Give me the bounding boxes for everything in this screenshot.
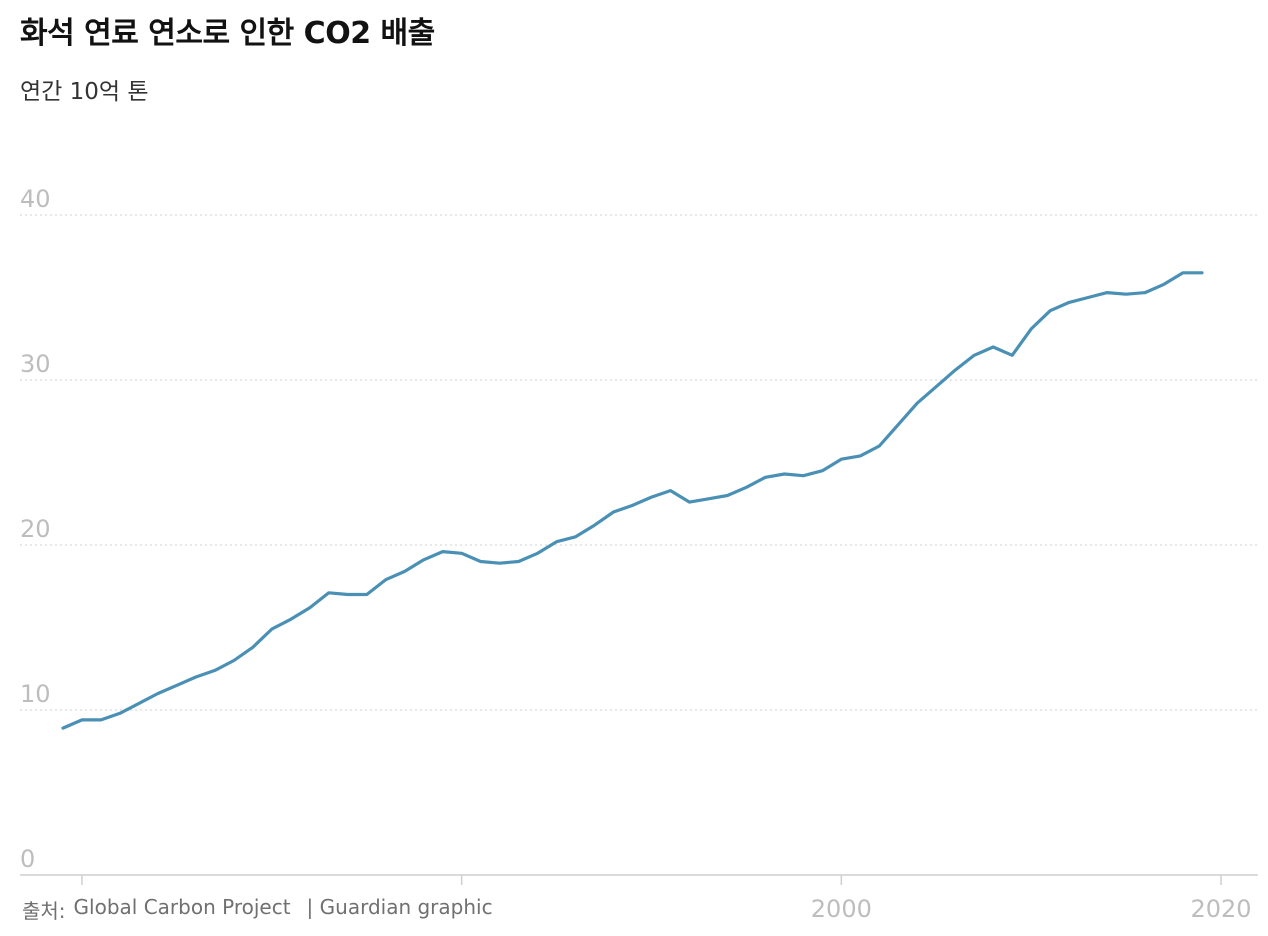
y-tick-label-0: 0 bbox=[20, 845, 35, 873]
source-name: Global Carbon Project bbox=[73, 895, 291, 919]
series-line-0 bbox=[61, 271, 1204, 730]
y-tick-label-30: 30 bbox=[20, 350, 51, 378]
y-tick-label-40: 40 bbox=[20, 185, 51, 213]
source-note: 출처: Global Carbon Project | Guardian gra… bbox=[22, 895, 493, 924]
chart-title: 화석 연료 연소로 인한 CO2 배출 bbox=[20, 16, 435, 51]
graphic-credit: | Guardian graphic bbox=[306, 895, 493, 919]
chart-subtitle: 연간 10억 톤 bbox=[20, 79, 149, 105]
x-tick-label-2000: 2000 bbox=[811, 895, 872, 923]
x-tick-label-2020: 2020 bbox=[1190, 895, 1251, 923]
source-label: 출처: bbox=[22, 899, 66, 923]
y-tick-label-20: 20 bbox=[20, 515, 51, 543]
y-tick-label-10: 10 bbox=[20, 680, 51, 708]
